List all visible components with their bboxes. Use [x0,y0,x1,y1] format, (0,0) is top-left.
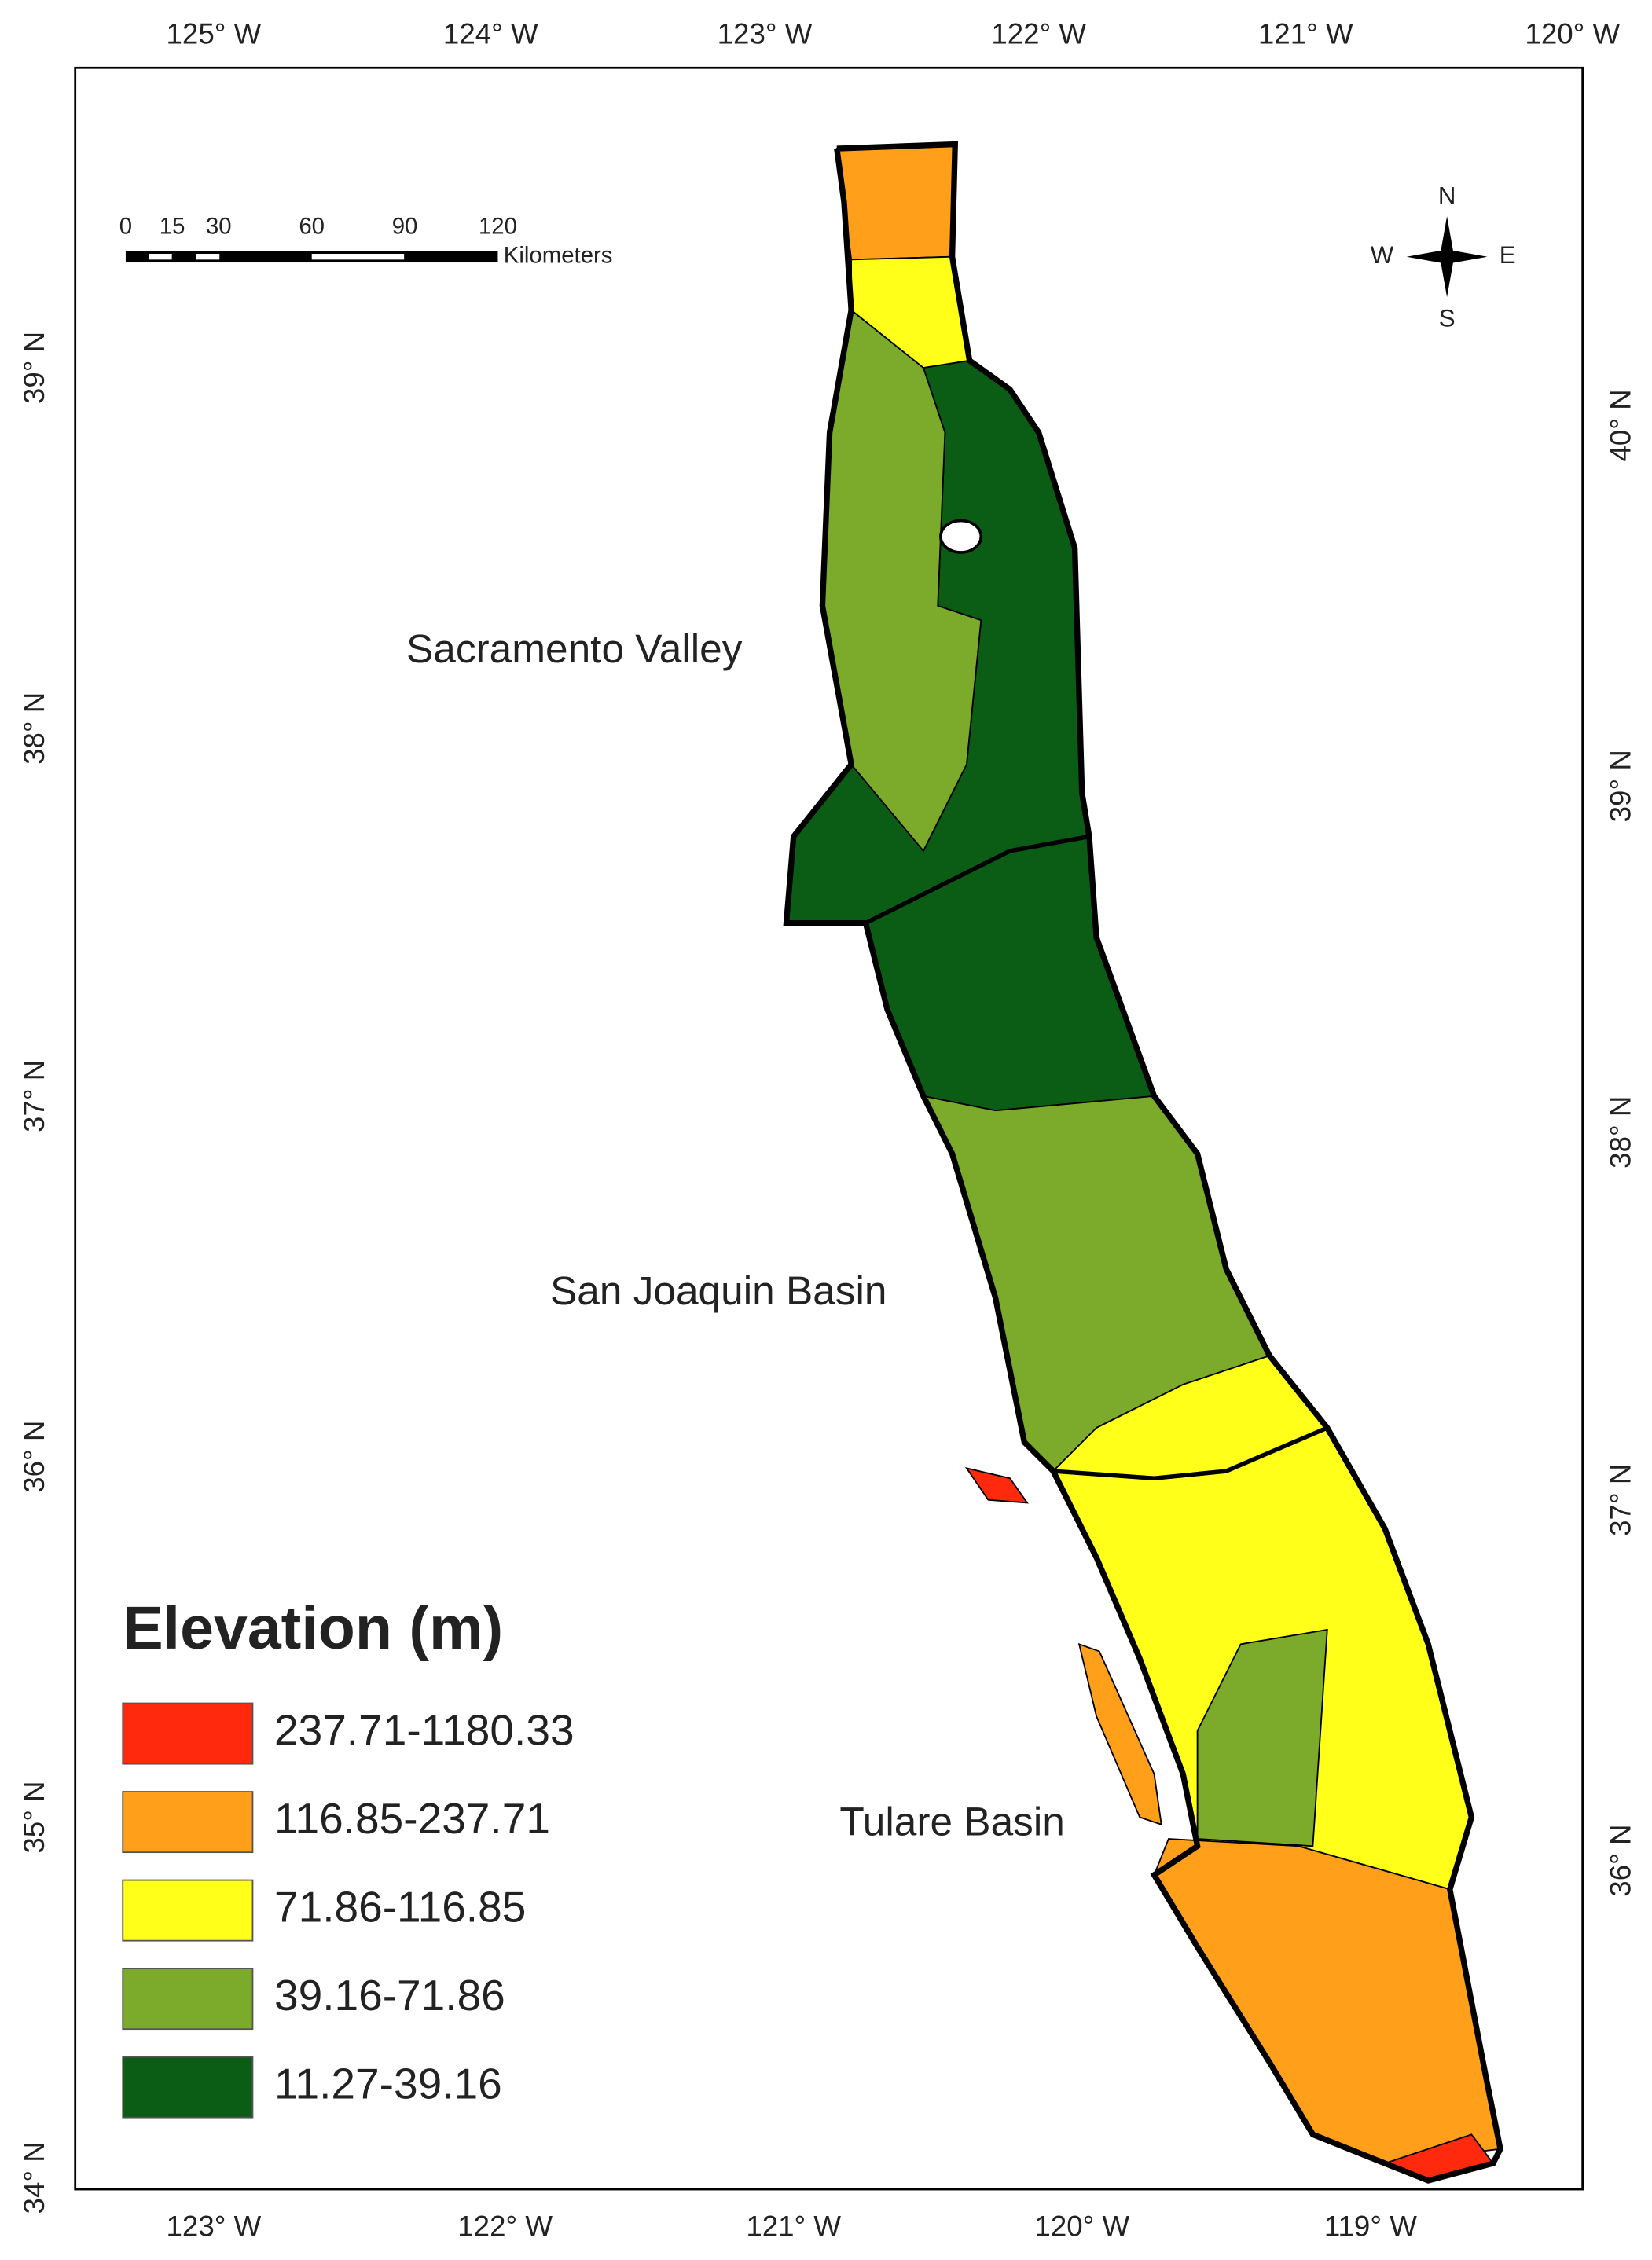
longitude-label: 120° W [1525,18,1620,50]
latitude-label: 39° N [1605,750,1637,822]
latitude-label: 38° N [1605,1096,1637,1169]
latitude-label: 37° N [1605,1464,1637,1536]
latitude-label: 36° N [18,1421,50,1493]
valley-outline [783,141,1503,2184]
scale-bar [125,251,498,263]
region-label: Tulare Basin [839,1798,1065,1844]
compass-label: W [1371,241,1394,269]
longitude-label: 121° W [1258,18,1353,50]
longitude-label: 120° W [1034,2210,1129,2242]
latitude-label: 36° N [1605,1825,1637,1897]
latitude-label: 35° N [18,1781,50,1853]
legend-title: Elevation (m) [123,1594,503,1662]
compass-needle [1406,249,1488,264]
legend-swatch [122,1791,254,1854]
longitude-label: 121° W [746,2210,841,2242]
longitude-label: 125° W [167,18,262,50]
north-arrow [1406,216,1488,298]
compass-label: E [1500,241,1516,269]
longitude-label: 119° W [1324,2210,1417,2242]
region-label: Sacramento Valley [406,626,743,671]
compass-label: N [1438,182,1456,210]
longitude-label: 123° W [718,18,813,50]
longitude-label: 122° W [991,18,1086,50]
latitude-label: 34° N [18,2141,50,2214]
legend-swatch [122,1702,254,1765]
legend-label: 237.71-1180.33 [274,1706,575,1755]
basin-boundary [865,834,1090,926]
legend-label: 39.16-71.86 [274,1971,505,2020]
scale-label: 120 [479,214,517,240]
latitude-label: 40° N [1605,389,1637,461]
zone [1077,1642,1162,1826]
zone [1196,1628,1328,1847]
legend-label: 11.27-39.16 [274,2060,502,2108]
valley [783,141,1503,2184]
legend-swatch [122,1968,254,2031]
scale-label: 30 [206,214,232,240]
compass-label: S [1439,305,1456,332]
longitude-label: 122° W [457,2210,553,2242]
latitude-label: 39° N [18,332,50,404]
scale-bar-segment [196,254,220,260]
scale-label: 60 [299,214,325,240]
zone [835,143,956,261]
scale-bar-segment [149,254,172,260]
legend-swatch [122,2056,254,2119]
legend-swatch [122,1879,254,1942]
basin-boundary [1052,1425,1328,1481]
region-label: San Joaquin Basin [550,1268,887,1313]
longitude-label: 123° W [167,2210,262,2242]
legend-label: 71.86-116.85 [274,1883,526,1932]
scale-bar-segment [311,254,405,260]
longitude-label: 124° W [443,18,538,50]
zone [964,1466,1029,1504]
scale-unit: Kilometers [504,242,613,268]
scale-label: 0 [119,214,132,240]
lake [939,519,983,554]
latitude-label: 37° N [18,1060,50,1132]
scale-label: 15 [160,214,185,240]
scale-label: 90 [392,214,418,240]
legend-label: 116.85-237.71 [274,1794,550,1843]
latitude-label: 38° N [18,692,50,765]
